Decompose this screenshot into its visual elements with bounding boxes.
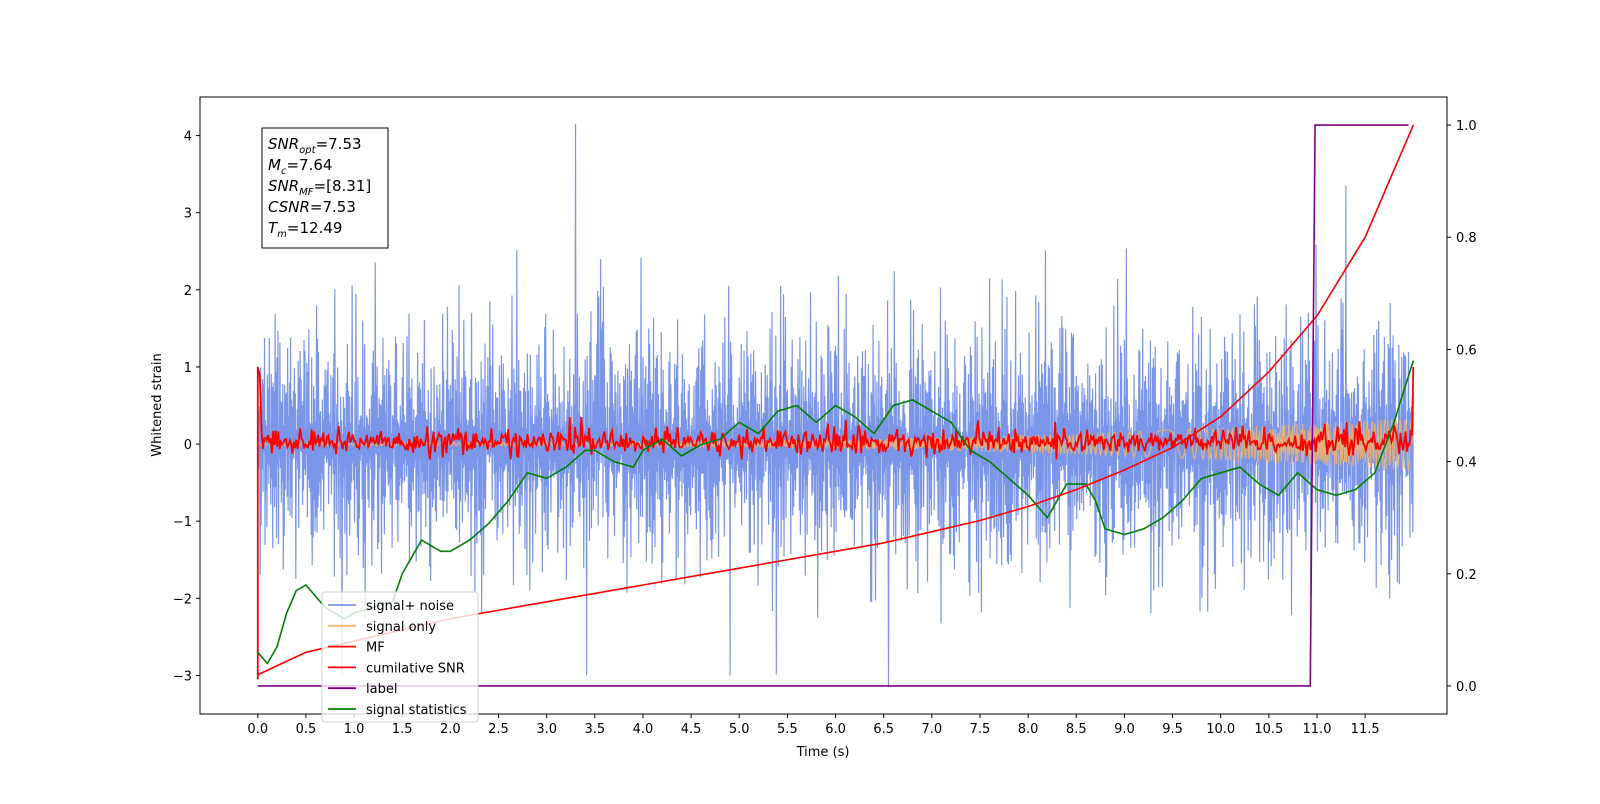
y-axis: −3 −2 −1 0 1 2 3 4 xyxy=(173,130,200,684)
x-tick-label: 11.5 xyxy=(1351,722,1380,737)
info-line-value: =7.53 xyxy=(316,135,362,153)
x-tick-label: 9.5 xyxy=(1162,722,1183,737)
y2-axis: 0.0 0.2 0.4 0.6 0.8 1.0 xyxy=(1447,119,1477,695)
y-tick-label: −2 xyxy=(173,592,192,607)
info-line-subscript: c xyxy=(281,166,287,177)
y-tick-label: 4 xyxy=(184,130,192,145)
x-tick-label: 3.0 xyxy=(536,722,557,737)
x-tick-label: 4.0 xyxy=(633,722,654,737)
axes-frame xyxy=(199,96,1448,715)
legend-entry-label: signal only xyxy=(366,620,436,635)
x-tick-label: 4.5 xyxy=(681,722,702,737)
y-tick-label: −3 xyxy=(173,669,192,684)
info-line-symbol: SNR xyxy=(268,135,299,153)
x-tick-label: 5.0 xyxy=(729,722,750,737)
series-signal-noise-line xyxy=(257,123,1414,688)
y-axis-label: Whitened strain xyxy=(150,353,165,456)
x-tick-label: 6.0 xyxy=(825,722,846,737)
x-tick-label: 2.5 xyxy=(488,722,509,737)
legend-entry-label: label xyxy=(366,682,397,697)
x-tick-label: 0.5 xyxy=(296,722,317,737)
info-line-symbol: M xyxy=(268,156,281,174)
legend-entry-label: signal statistics xyxy=(366,703,467,718)
info-line: CSNR=7.53 xyxy=(268,198,356,216)
x-tick-label: 8.0 xyxy=(1018,722,1039,737)
info-line: Mc=7.64 xyxy=(268,156,332,177)
x-tick-label: 10.0 xyxy=(1206,722,1235,737)
y2-tick-label: 0.6 xyxy=(1456,343,1477,358)
y2-tick-label: 0.8 xyxy=(1456,231,1477,246)
x-tick-label: 7.0 xyxy=(921,722,942,737)
info-line-subscript: m xyxy=(277,229,287,240)
info-line-symbol: SNR xyxy=(268,177,299,195)
x-tick-label: 1.5 xyxy=(392,722,413,737)
x-tick-label: 3.5 xyxy=(584,722,605,737)
info-line-value: =[8.31] xyxy=(314,177,372,195)
x-axis-label: Time (s) xyxy=(796,745,850,760)
legend-entry-label: signal+ noise xyxy=(366,599,454,614)
info-line: SNRMF=[8.31] xyxy=(268,177,371,198)
y-tick-label: 1 xyxy=(184,361,192,376)
info-line-subscript: MF xyxy=(299,187,314,198)
legend-entry-label: cumilative SNR xyxy=(366,661,465,676)
info-line-symbol: CSNR xyxy=(268,198,310,216)
series-mf-line xyxy=(256,366,1415,680)
info-line: SNRopt=7.53 xyxy=(268,135,362,156)
x-tick-label: 10.5 xyxy=(1254,722,1283,737)
y-tick-label: 3 xyxy=(184,207,192,222)
x-tick-label: 0.0 xyxy=(247,722,268,737)
x-tick-label: 6.5 xyxy=(873,722,894,737)
x-tick-label: 8.5 xyxy=(1066,722,1087,737)
info-box: SNRopt=7.53Mc=7.64SNRMF=[8.31]CSNR=7.53T… xyxy=(261,127,389,249)
x-tick-label: 1.0 xyxy=(344,722,365,737)
legend: signal+ noise signal only MF cumilative SNR… xyxy=(321,591,479,723)
info-line-value: =12.49 xyxy=(287,219,343,237)
y2-tick-label: 0.0 xyxy=(1456,680,1477,695)
info-line: Tm=12.49 xyxy=(268,219,342,240)
info-line-value: =7.64 xyxy=(286,156,332,174)
y2-tick-label: 0.2 xyxy=(1456,568,1477,583)
y2-tick-label: 1.0 xyxy=(1456,119,1477,134)
legend-frame xyxy=(321,591,479,723)
legend-entry-label: MF xyxy=(366,641,385,656)
x-tick-label: 2.0 xyxy=(440,722,461,737)
y-tick-label: 0 xyxy=(184,438,192,453)
x-tick-label: 11.0 xyxy=(1303,722,1332,737)
y2-tick-label: 0.4 xyxy=(1456,456,1477,471)
x-axis: 0.0 0.5 1.0 1.5 2.0 2.5 3.0 3.5 4.0 4.5 5.0 5.5 6.0 6… xyxy=(247,714,1380,737)
x-tick-label: 9.0 xyxy=(1114,722,1135,737)
info-line-symbol: T xyxy=(268,219,279,237)
y-tick-label: 2 xyxy=(184,284,192,299)
info-line-value: =7.53 xyxy=(310,198,356,216)
x-tick-label: 7.5 xyxy=(970,722,991,737)
x-tick-label: 5.5 xyxy=(777,722,798,737)
info-box-frame xyxy=(261,127,389,249)
y-tick-label: −1 xyxy=(173,515,192,530)
info-line-subscript: opt xyxy=(299,145,316,156)
series-label-line xyxy=(257,124,1409,687)
